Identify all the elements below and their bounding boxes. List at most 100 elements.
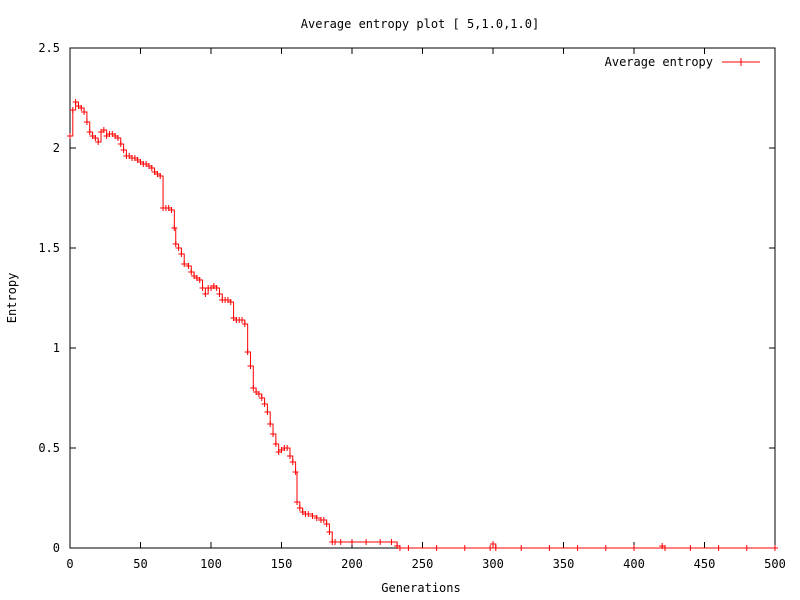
x-tick-label: 500 — [764, 557, 786, 571]
data-point-marker — [168, 207, 175, 213]
data-point-marker — [250, 385, 257, 391]
x-tick-label: 200 — [341, 557, 363, 571]
data-point-marker — [181, 261, 188, 267]
data-point-marker — [267, 421, 274, 427]
data-point-marker — [363, 539, 370, 545]
data-point-marker — [326, 529, 333, 535]
data-point-marker — [81, 109, 88, 115]
data-point-marker — [239, 317, 246, 323]
data-point-marker — [216, 291, 223, 297]
data-point-marker — [272, 441, 279, 447]
data-point-marker — [172, 241, 179, 247]
x-tick-label: 50 — [133, 557, 147, 571]
data-point-marker — [743, 545, 750, 551]
data-point-marker — [715, 545, 722, 551]
data-point-marker — [286, 453, 293, 459]
data-point-marker — [95, 139, 102, 145]
data-point-marker — [241, 321, 248, 327]
data-point-marker — [396, 545, 403, 551]
legend-plus-marker — [737, 58, 745, 66]
data-point-marker — [377, 539, 384, 545]
data-point-marker — [332, 539, 339, 545]
data-point-marker — [492, 545, 499, 551]
data-point-marker — [213, 285, 220, 291]
data-point-marker — [120, 147, 127, 153]
data-point-marker — [487, 545, 494, 551]
data-point-marker — [433, 545, 440, 551]
data-point-marker — [518, 545, 525, 551]
data-point-marker — [270, 431, 277, 437]
data-point-marker — [175, 245, 182, 251]
data-point-marker — [67, 133, 73, 139]
y-tick-label: 0.5 — [38, 441, 60, 455]
x-tick-label: 350 — [553, 557, 575, 571]
data-point-marker — [86, 129, 93, 135]
y-tick-label: 0 — [53, 541, 60, 555]
data-point-marker — [247, 363, 254, 369]
data-point-marker — [602, 545, 609, 551]
data-point-marker — [178, 251, 185, 257]
data-point-marker — [92, 135, 99, 141]
data-point-marker — [264, 409, 271, 415]
x-tick-label: 300 — [482, 557, 504, 571]
x-tick-label: 100 — [200, 557, 222, 571]
data-point-marker — [313, 515, 320, 521]
data-point-marker — [490, 541, 496, 547]
data-point-marker — [574, 545, 581, 551]
data-point-marker — [349, 539, 355, 545]
data-point-marker — [305, 511, 312, 517]
data-point-marker — [69, 107, 76, 113]
data-point-marker — [117, 141, 124, 147]
legend-entry-label: Average entropy — [605, 55, 713, 69]
chart-title: Average entropy plot [ 5,1.0,1.0] — [301, 17, 539, 31]
data-point-marker — [185, 263, 192, 269]
data-point-marker — [337, 539, 344, 545]
y-axis-label: Entropy — [5, 273, 19, 324]
x-axis-label: Generations — [381, 581, 460, 595]
data-point-marker — [292, 469, 299, 475]
data-point-marker — [631, 545, 637, 551]
data-point-marker — [546, 545, 553, 551]
x-tick-label: 400 — [623, 557, 645, 571]
data-point-marker — [461, 545, 468, 551]
data-point-marker — [202, 291, 209, 297]
data-point-marker — [100, 127, 107, 133]
data-point-marker — [388, 539, 395, 545]
data-point-marker — [772, 545, 778, 551]
y-tick-label: 1 — [53, 341, 60, 355]
y-tick-label: 1.5 — [38, 241, 60, 255]
legend: Average entropy — [605, 55, 760, 69]
data-point-marker — [83, 119, 90, 125]
y-axis-ticks: 0 0.5 1 1.5 2 2.5 — [38, 41, 775, 555]
y-tick-label: 2.5 — [38, 41, 60, 55]
x-tick-label: 150 — [271, 557, 293, 571]
data-point-marker — [244, 349, 251, 355]
data-point-marker — [296, 505, 303, 511]
data-point-marker — [148, 165, 155, 171]
data-point-marker — [323, 521, 330, 527]
data-point-marker — [72, 99, 79, 105]
data-point-marker — [255, 391, 262, 397]
x-tick-label: 0 — [66, 557, 73, 571]
data-point-marker — [196, 277, 203, 283]
data-point-marker — [227, 299, 234, 305]
x-tick-label: 450 — [694, 557, 716, 571]
data-point-marker — [662, 545, 669, 551]
data-point-marker — [199, 285, 206, 291]
data-point-marker — [261, 401, 268, 407]
series-average-entropy — [67, 99, 778, 551]
data-point-marker — [320, 517, 327, 523]
data-point-marker — [309, 513, 316, 519]
data-point-marker — [289, 459, 296, 465]
data-point-marker — [284, 445, 291, 451]
x-tick-label: 250 — [412, 557, 434, 571]
data-point-marker — [114, 135, 121, 141]
data-point-marker — [188, 269, 195, 275]
data-point-marker — [294, 499, 301, 505]
data-point-marker — [78, 105, 85, 111]
data-point-marker — [157, 173, 164, 179]
data-point-marker — [687, 545, 694, 551]
